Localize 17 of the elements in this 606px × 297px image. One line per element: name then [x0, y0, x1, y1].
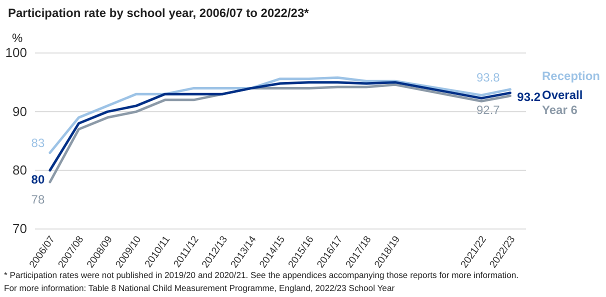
y-tick-label: 100 — [5, 45, 27, 60]
y-tick-label: 70 — [12, 221, 27, 236]
text: Reception — [542, 69, 600, 83]
data-label: 93.8 — [476, 70, 500, 85]
data-label: 92.7 — [476, 103, 500, 118]
text: Year 6 — [542, 103, 578, 117]
data-label: 80 — [31, 172, 45, 187]
y-tick-label: 90 — [12, 104, 27, 119]
data-label: 93.2 — [517, 90, 541, 104]
text: For more information: Table 8 National Child Measurement Programme, England, 2022/23 School Year — [4, 283, 395, 293]
y-tick-label: 80 — [12, 162, 27, 178]
data-label: 83 — [31, 136, 45, 150]
chart-title: Participation rate by school year, 2006/07 to 2022/23* — [8, 6, 310, 20]
y-axis-title: % — [12, 31, 23, 45]
data-label: 78 — [31, 192, 45, 206]
text: Overall — [542, 88, 583, 102]
text: * Participation rates were not published in 2019/20 and 2020/21. See the appendices accompanying those reports for more information. — [4, 270, 519, 280]
